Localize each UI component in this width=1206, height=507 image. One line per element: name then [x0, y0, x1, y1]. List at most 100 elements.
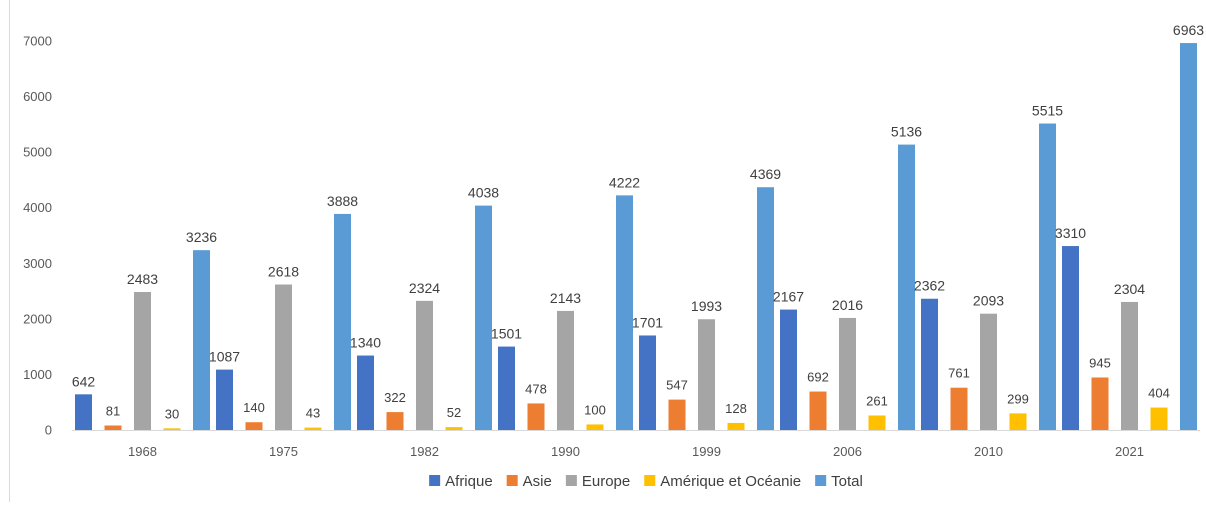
bar — [616, 195, 633, 430]
bar — [163, 428, 181, 430]
y-tick-label: 3000 — [23, 256, 52, 271]
y-tick-label: 7000 — [23, 34, 52, 49]
y-tick-label: 6000 — [23, 89, 52, 104]
legend-swatch — [815, 475, 827, 486]
data-label: 5515 — [1032, 103, 1063, 119]
bar — [921, 298, 938, 430]
bar — [245, 422, 263, 430]
bar — [445, 427, 463, 430]
bar — [1121, 301, 1138, 430]
data-label: 299 — [1007, 391, 1029, 406]
x-tick-label: 2006 — [833, 444, 862, 459]
legend-label: Asie — [523, 473, 552, 490]
bar — [980, 313, 997, 430]
data-label: 128 — [725, 401, 747, 416]
data-label: 4222 — [609, 174, 640, 190]
data-label: 2143 — [550, 290, 581, 306]
bar — [134, 292, 151, 430]
bar — [1180, 43, 1197, 430]
y-tick-label: 0 — [45, 423, 52, 438]
bar — [639, 335, 656, 430]
bar — [104, 425, 122, 430]
bar — [1039, 123, 1056, 431]
data-label: 4369 — [750, 166, 781, 182]
y-tick-label: 1000 — [23, 367, 52, 382]
data-label: 1340 — [350, 335, 381, 351]
x-tick-label: 1968 — [128, 444, 157, 459]
data-label: 81 — [106, 403, 120, 418]
x-tick-label: 2010 — [974, 444, 1003, 459]
legend-swatch — [506, 475, 518, 486]
legend-swatch — [429, 475, 441, 486]
x-tick-label: 2021 — [1115, 444, 1144, 459]
legend: Afrique Asie Europe Amérique et Océanie Tota… — [429, 473, 863, 490]
data-label: 692 — [807, 370, 829, 385]
data-label: 30 — [165, 406, 179, 421]
data-label: 945 — [1089, 355, 1111, 370]
data-label: 2304 — [1114, 281, 1145, 297]
bar — [557, 310, 574, 430]
bar — [527, 403, 545, 430]
data-label: 1701 — [632, 314, 663, 330]
bar — [1062, 246, 1079, 430]
data-label: 5136 — [891, 124, 922, 140]
bar — [839, 317, 856, 430]
bar — [780, 309, 797, 430]
x-tick-label: 1982 — [410, 444, 439, 459]
y-tick-label: 5000 — [23, 145, 52, 160]
data-label: 1087 — [209, 349, 240, 365]
data-label: 547 — [666, 378, 688, 393]
data-label: 52 — [447, 405, 461, 420]
bar — [475, 205, 492, 430]
bar — [193, 250, 210, 430]
bar — [498, 346, 515, 430]
x-tick-label: 1975 — [269, 444, 298, 459]
data-labels: 642 81 2483 30 3236 1087 140 2618 43 3888 1340 322 2… — [72, 22, 1204, 421]
data-label: 404 — [1148, 386, 1170, 401]
bar — [950, 387, 968, 430]
bar — [416, 300, 433, 430]
bar — [216, 369, 233, 430]
x-tick-label: 1990 — [551, 444, 580, 459]
data-label: 4038 — [468, 185, 499, 201]
legend-label: Amérique et Océanie — [660, 473, 801, 490]
data-label: 43 — [306, 406, 320, 421]
y-tick-label: 2000 — [23, 311, 52, 326]
legend-label: Afrique — [445, 473, 493, 490]
bar — [868, 415, 886, 430]
y-tick-label: 4000 — [23, 200, 52, 215]
bar — [275, 284, 292, 430]
bar — [727, 422, 745, 430]
bar — [1150, 407, 1168, 430]
data-label: 6963 — [1173, 22, 1204, 38]
bar — [586, 424, 604, 430]
legend-swatch — [644, 475, 656, 486]
bar — [75, 394, 92, 430]
data-label: 2093 — [973, 293, 1004, 309]
data-label: 761 — [948, 366, 970, 381]
legend-label: Europe — [582, 473, 630, 490]
data-label: 2016 — [832, 297, 863, 313]
data-label: 2618 — [268, 264, 299, 280]
data-label: 478 — [525, 381, 547, 396]
data-label: 100 — [584, 402, 606, 417]
bar — [1009, 413, 1027, 430]
data-label: 2362 — [914, 278, 945, 294]
x-tick-label: 1999 — [692, 444, 721, 459]
bars — [75, 43, 1197, 431]
bar — [809, 391, 827, 430]
data-label: 642 — [72, 373, 96, 389]
data-label: 3236 — [186, 229, 217, 245]
data-label: 1993 — [691, 298, 722, 314]
bar — [757, 187, 774, 430]
x-axis: 1968 1975 1982 1990 1999 2006 2010 2021 — [72, 430, 1200, 459]
legend-label: Total — [831, 473, 863, 490]
bar — [898, 144, 915, 430]
data-label: 1501 — [491, 326, 522, 342]
legend-swatch — [565, 475, 577, 486]
left-border — [9, 0, 10, 502]
bar — [1091, 377, 1109, 430]
bar — [386, 412, 404, 430]
bar — [304, 427, 322, 430]
